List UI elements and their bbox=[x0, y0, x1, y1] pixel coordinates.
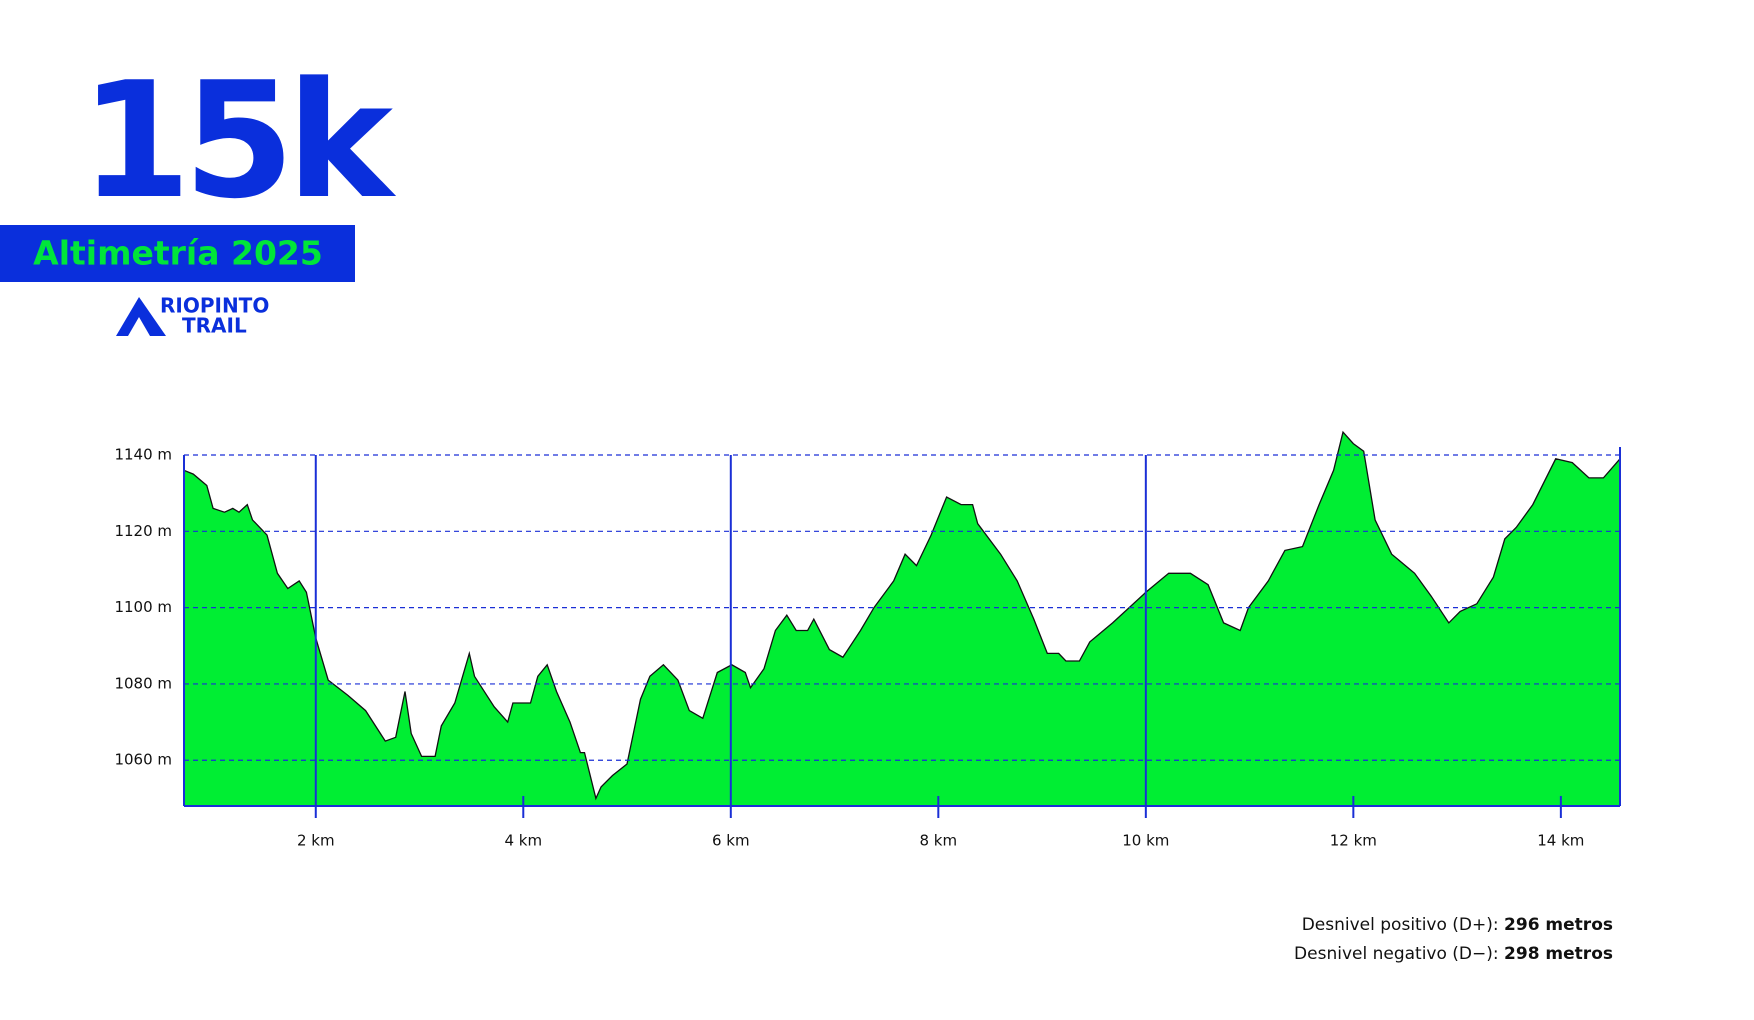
x-tick-label: 4 km bbox=[504, 832, 542, 850]
x-tick-label: 14 km bbox=[1537, 832, 1584, 850]
x-tick-label: 8 km bbox=[920, 832, 958, 850]
stat-value: 298 metros bbox=[1504, 944, 1613, 964]
x-tick-label: 10 km bbox=[1122, 832, 1169, 850]
x-tick-label: 6 km bbox=[712, 832, 750, 850]
logo: RIOPINTO TRAIL bbox=[116, 294, 269, 338]
plot: 1060 m 1080 m 1100 m 1120 m 1140 m 2 km 4 km 6 … bbox=[114, 430, 1621, 850]
logo-icon-cut bbox=[128, 317, 150, 336]
y-tick-label: 1080 m bbox=[114, 674, 172, 692]
logo-text: TRAIL bbox=[182, 314, 247, 338]
stat: Desnivel positivo (D+): 296 metros bbox=[1302, 915, 1613, 935]
logo-text: RIOPINTO bbox=[160, 294, 269, 318]
x-tick-label: 2 km bbox=[297, 832, 335, 850]
logo-icon bbox=[116, 297, 166, 336]
stat-label: Desnivel negativo (D−): bbox=[1294, 944, 1499, 964]
subtitle-box bbox=[0, 225, 355, 282]
area bbox=[184, 432, 1620, 806]
y-tick-label: 1100 m bbox=[114, 598, 172, 616]
y-tick-label: 1060 m bbox=[114, 751, 172, 769]
subtitle: Altimetría 2025 bbox=[33, 234, 323, 273]
y-tick-label: 1120 m bbox=[114, 522, 172, 540]
stat-label: Desnivel positivo (D+): bbox=[1302, 915, 1499, 935]
chart-title: 15k bbox=[80, 47, 397, 234]
y-tick-label: 1140 m bbox=[114, 446, 172, 464]
x-tick-label: 12 km bbox=[1330, 832, 1377, 850]
stat: Desnivel negativo (D−): 298 metros bbox=[1294, 944, 1613, 964]
stat-value: 296 metros bbox=[1504, 915, 1613, 935]
profile-line bbox=[183, 430, 1621, 801]
